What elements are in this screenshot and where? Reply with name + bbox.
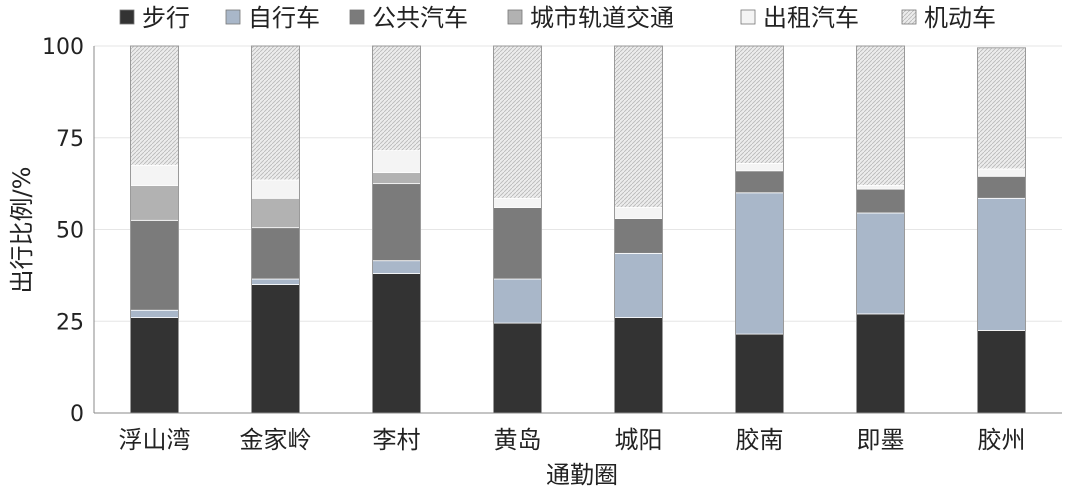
bar-stack <box>493 45 542 414</box>
x-tick-label: 黄岛 <box>494 426 542 454</box>
bar-segment <box>614 45 663 208</box>
bar-segment <box>130 185 179 221</box>
bar-segment <box>372 183 421 262</box>
x-tick-label: 金家岭 <box>240 426 312 454</box>
bar-segment <box>493 197 542 208</box>
legend-label: 机动车 <box>924 4 996 32</box>
bar-segment <box>251 45 300 181</box>
bar-segment <box>251 227 300 280</box>
bar-segment <box>493 278 542 324</box>
bar-segment <box>372 150 421 174</box>
bar-stack <box>251 45 300 414</box>
y-tick-label: 100 <box>42 35 84 60</box>
bar-segment <box>130 309 179 318</box>
bar-segment <box>856 313 905 414</box>
bar-segment <box>130 317 179 414</box>
bar-segment <box>372 260 421 274</box>
bar-stack <box>372 45 421 414</box>
bar-stack <box>735 45 784 414</box>
bar-segment <box>251 284 300 414</box>
bar-segment <box>614 252 663 318</box>
legend-swatch <box>119 9 135 25</box>
legend-swatch <box>225 9 241 25</box>
bar-segment <box>735 163 784 172</box>
bar-segment <box>856 45 905 186</box>
bar-segment <box>856 188 905 214</box>
bar-segment <box>493 322 542 414</box>
legend-swatch <box>507 9 523 25</box>
bar-segment <box>977 47 1026 170</box>
bar-segment <box>614 218 663 254</box>
bar-segment <box>735 333 784 414</box>
bar-segment <box>977 175 1026 199</box>
bar-segment <box>735 45 784 164</box>
legend-label: 公共汽车 <box>372 4 468 32</box>
bar-segment <box>372 273 421 414</box>
bar-segment <box>977 197 1026 331</box>
bar-segment <box>614 207 663 219</box>
legend-label: 出租汽车 <box>763 4 859 32</box>
x-axis-title: 通勤圈 <box>546 461 618 489</box>
bar-segment <box>372 172 421 185</box>
legend-label: 城市轨道交通 <box>530 4 674 32</box>
bar-segment <box>251 179 300 199</box>
legend-label: 步行 <box>142 4 190 32</box>
bar-segment <box>977 330 1026 414</box>
bar-stack <box>130 45 179 414</box>
bar-segment <box>493 207 542 280</box>
legend-swatch <box>349 9 365 25</box>
x-tick-label: 李村 <box>373 426 421 454</box>
bar-segment <box>130 219 179 311</box>
legend-label: 自行车 <box>248 4 320 32</box>
y-tick-label: 75 <box>56 127 84 152</box>
y-tick-label: 50 <box>56 219 84 244</box>
bar-segment <box>251 197 300 229</box>
x-tick-label: 胶州 <box>978 426 1026 454</box>
bar-segment <box>493 45 542 199</box>
y-tick-label: 25 <box>56 310 84 335</box>
bar-segment <box>372 45 421 151</box>
bar-segment <box>977 168 1026 177</box>
x-tick-label: 城阳 <box>615 426 663 454</box>
y-tick-label: 0 <box>70 402 84 427</box>
axes: 0 25 50 75 100 浮山湾 金家岭 李村 黄岛 城阳 胶南 即墨 胶州 <box>42 35 1062 454</box>
x-tick-label: 浮山湾 <box>119 426 191 454</box>
bar-segment <box>856 212 905 315</box>
bar-segment <box>735 192 784 335</box>
x-tick-label: 即墨 <box>857 426 905 454</box>
bar-stack <box>856 45 905 414</box>
bar-stack <box>614 45 663 414</box>
bar-segment <box>614 317 663 414</box>
bar-segment <box>130 45 179 166</box>
gridlines <box>94 45 1062 322</box>
bar-segment <box>735 170 784 194</box>
y-axis-title: 出行比例/% <box>8 167 36 294</box>
legend: 步行 自行车 公共汽车 城市轨道交通 出租汽车 机动车 <box>119 4 996 32</box>
legend-swatch <box>740 9 756 25</box>
bar-segment <box>251 278 300 285</box>
bar-segment <box>130 164 179 186</box>
bars <box>130 45 1026 414</box>
legend-swatch <box>901 9 917 25</box>
x-tick-label: 胶南 <box>736 426 784 454</box>
bar-stack <box>977 47 1026 414</box>
bar-segment <box>856 185 905 190</box>
